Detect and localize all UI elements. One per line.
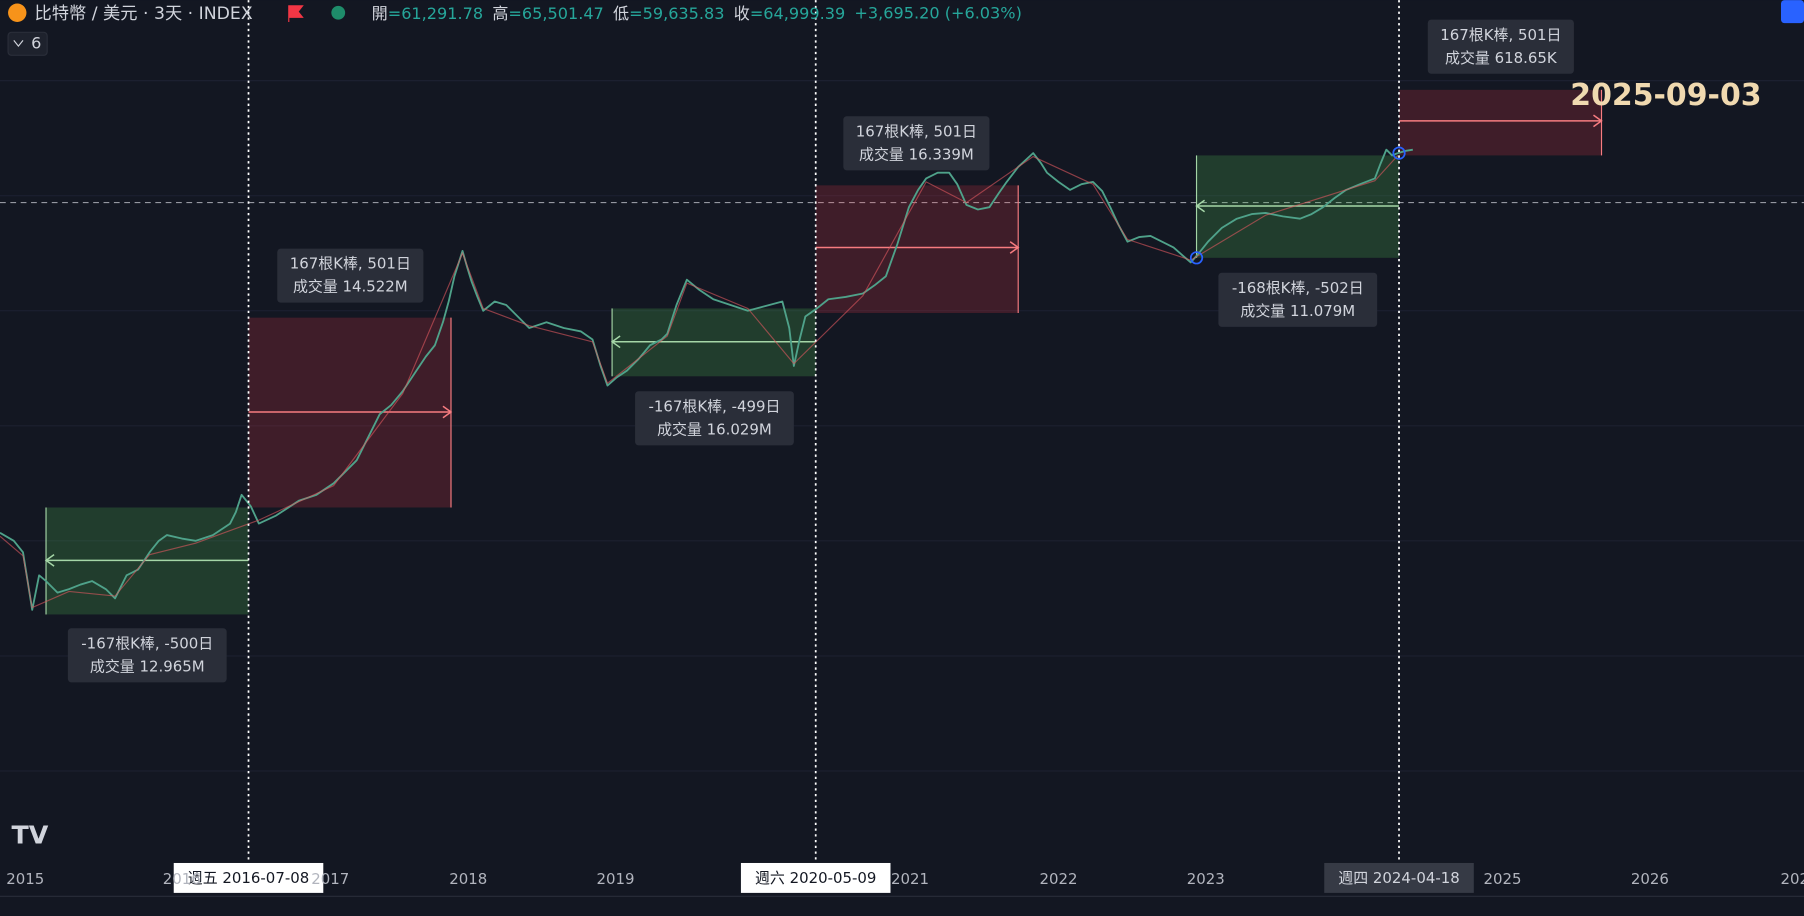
arrow-head — [610, 335, 621, 349]
arrow-head — [442, 405, 453, 419]
measure-bars: 167根K棒, 501日 — [856, 122, 977, 140]
indicator-count: 6 — [31, 33, 41, 52]
corner-button[interactable] — [1780, 0, 1804, 24]
x-axis-label: 2022 — [1039, 870, 1077, 888]
measure-bars: -167根K棒, -499日 — [649, 397, 781, 415]
ohlc-item: 收=64,999.39 — [734, 3, 846, 22]
date-badge-label: 週五 2016-07-08 — [188, 869, 309, 887]
chevron — [13, 40, 24, 48]
x-axis-label: 202 — [1781, 870, 1804, 888]
x-axis-label: 2026 — [1631, 870, 1669, 888]
x-axis-label: 2021 — [891, 870, 929, 888]
ohlc-label: 高 — [492, 3, 508, 22]
date-badge — [1324, 862, 1474, 893]
measure-label-box — [67, 628, 227, 683]
x-axis-label: 2018 — [449, 870, 487, 888]
ohlc-item: 高=65,501.47 — [492, 3, 603, 22]
measure-label-box — [635, 391, 794, 446]
ohlc-item: 開=61,291.78 — [372, 3, 484, 22]
arrow-head — [1009, 241, 1020, 254]
measure-volume: 成交量 14.522M — [293, 278, 408, 296]
coin-icon — [8, 3, 27, 22]
arrow-head — [1195, 199, 1206, 213]
date-badge-label: 週六 2020-05-09 — [755, 869, 876, 887]
price-line-red — [0, 155, 1399, 609]
date-badge — [740, 862, 891, 893]
x-axis-label: 2025 — [1484, 870, 1522, 888]
x-axis-label: 2023 — [1187, 870, 1225, 888]
ohlc-value: =65,501.47 — [508, 3, 603, 22]
ohlc-value: =64,999.39 — [750, 3, 845, 22]
ohlc-value: =61,291.78 — [388, 3, 483, 22]
measure-bars: 167根K棒, 501日 — [290, 255, 411, 273]
indicator-toggle[interactable] — [7, 31, 48, 56]
x-axis-label: 2015 — [6, 870, 44, 888]
price-line — [0, 148, 1413, 611]
measure-bars: 167根K棒, 501日 — [1440, 26, 1561, 44]
measure-label-box — [843, 116, 990, 171]
measure-bars: -167根K棒, -500日 — [81, 634, 213, 652]
ohlc-label: 收 — [734, 3, 750, 22]
status-icon — [331, 5, 346, 20]
x-axis-label: 2019 — [597, 870, 635, 888]
measure-volume: 成交量 12.965M — [90, 657, 205, 675]
measure-volume: 成交量 16.029M — [657, 420, 772, 438]
arrow-head — [44, 554, 55, 567]
range-box — [1399, 89, 1602, 156]
measure-volume: 成交量 11.079M — [1240, 302, 1355, 320]
measure-label-box — [1427, 19, 1574, 74]
measure-volume: 成交量 618.65K — [1445, 49, 1558, 67]
ohlc-label: 開 — [372, 3, 388, 22]
anchor-point — [1392, 146, 1406, 160]
x-axis-label: 2016 — [163, 870, 201, 888]
date-badge-label: 週四 2024-04-18 — [1338, 869, 1459, 887]
range-box — [815, 185, 1019, 314]
logo: TV — [12, 821, 49, 850]
date-annotation: 2025-09-03 — [1570, 78, 1761, 113]
anchor-point — [1189, 251, 1204, 265]
measure-label-box — [1218, 272, 1378, 327]
measure-label-box — [277, 248, 424, 303]
arrow-head — [1593, 114, 1603, 128]
symbol-title: 比特幣 / 美元 · 3天 · INDEX — [35, 4, 253, 24]
grid — [0, 80, 1804, 772]
x-axis-label: 2017 — [311, 870, 349, 888]
ohlc-item: 低=59,635.83 — [613, 3, 725, 22]
date-badge — [173, 862, 324, 893]
measure-volume: 成交量 16.339M — [859, 145, 974, 163]
flag-icon[interactable] — [288, 5, 304, 22]
change: +3,695.20 (+6.03%) — [854, 3, 1021, 22]
ohlc-value: =59,635.83 — [629, 3, 724, 22]
measure-bars: -168根K棒, -502日 — [1232, 279, 1364, 297]
ohlc-label: 低 — [613, 3, 629, 22]
